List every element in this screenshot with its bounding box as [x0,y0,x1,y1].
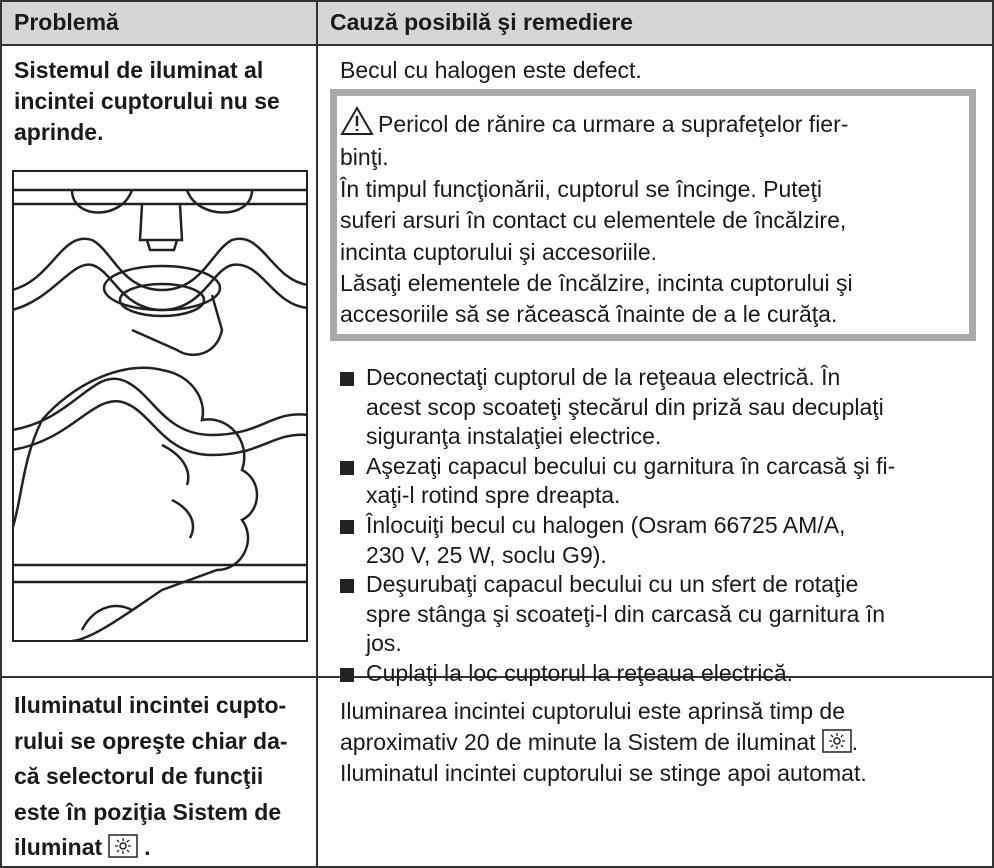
warning-text: Lăsaţi elementele de încălzire, incinta … [340,269,853,296]
header-cell: Cauză posibilă şi remediere [330,9,633,35]
problem-line: Iluminatul incintei cupto- [14,692,287,718]
step-line: Înlocuiţi becul cu halogen (Osram 66725 … [366,511,846,538]
step-line: jos. [366,630,402,657]
step-line: xaţi-l rotind spre dreapta. [366,482,621,509]
step-line: Deşurubaţi capacul becului cu un sfert d… [366,571,859,598]
problem-line: Sistemul de iluminat al [14,57,264,83]
bullet [340,579,354,594]
cause: Becul cu halogen este defect. [340,57,642,83]
light-icon [821,729,852,753]
bullet [340,667,354,682]
border [0,676,994,678]
warning-box [330,89,976,341]
problem-line: că selectorul de funcţii [14,763,264,789]
cause-end: . [851,729,858,755]
bullet [340,372,354,386]
border [316,0,318,868]
cause-line: Iluminarea incintei cuptorului este apri… [340,698,845,724]
step: Deconectaţi cuptorul de la reţeaua elect… [340,363,895,452]
border [0,0,994,2]
problem-line: rului se opreşte chiar da- [14,727,288,754]
problem-text: iluminat [14,834,103,860]
step: Înlocuiţi becul cu halogen (Osram 66725 … [340,511,895,570]
problem-end: . [144,834,151,860]
header-bg [0,0,994,45]
warning-icon [340,106,374,135]
problem-line: este în poziţia Sistem de [14,798,282,825]
cause-line: Iluminatul incintei cuptorului se stinge… [340,760,867,786]
step-line: siguranţa instalaţiei electrice. [366,423,662,450]
problem-line: aprinde. [14,119,104,145]
problem-line: iluminat . [14,830,288,866]
border [0,866,994,868]
bullet [340,519,354,534]
step: Deşurubaţi capacul becului cu un sfert d… [340,570,895,659]
step-line: spre stânga şi scoateţi-l din carcasă cu… [366,600,886,627]
warning-title: binţi. [340,144,389,170]
problem-line: incintei cuptorului nu se [14,88,280,114]
cause-line: aproximativ 20 de minute la Sistem de il… [340,727,867,758]
step-line: Aşezaţi capacul becului cu garnitura în … [366,452,896,479]
step: Aşezaţi capacul becului cu garnitura în … [340,452,895,511]
border [0,0,2,868]
warning-title: Pericol de rănire ca urmare a suprafeţel… [378,111,849,137]
bullet [340,460,354,475]
light-icon [108,834,138,858]
warning-text: incinta cuptorului şi accesoriile. [340,238,658,265]
step-line: Deconectaţi cuptorul de la reţeaua elect… [366,364,841,390]
step-line: 230 V, 25 W, soclu G9). [366,541,607,568]
cause-text: aproximativ 20 de minute la Sistem de il… [340,729,816,755]
warning-text: suferi arsuri în contact cu elementele d… [340,207,847,234]
header-cell: Problemă [14,9,119,35]
warning-text: accesoriile să se răcească înainte de a … [340,301,838,328]
border [0,44,994,46]
step-line: acest scop scoateţi ştecărul din priză s… [366,393,884,420]
illustration [12,170,308,642]
step: Cuplaţi la loc cuptorul la reţeaua elect… [340,659,895,689]
step-line: Cuplaţi la loc cuptorul la reţeaua elect… [366,659,794,686]
warning-text: În timpul funcţionării, cuptorul se înci… [340,176,822,202]
border [992,0,994,868]
